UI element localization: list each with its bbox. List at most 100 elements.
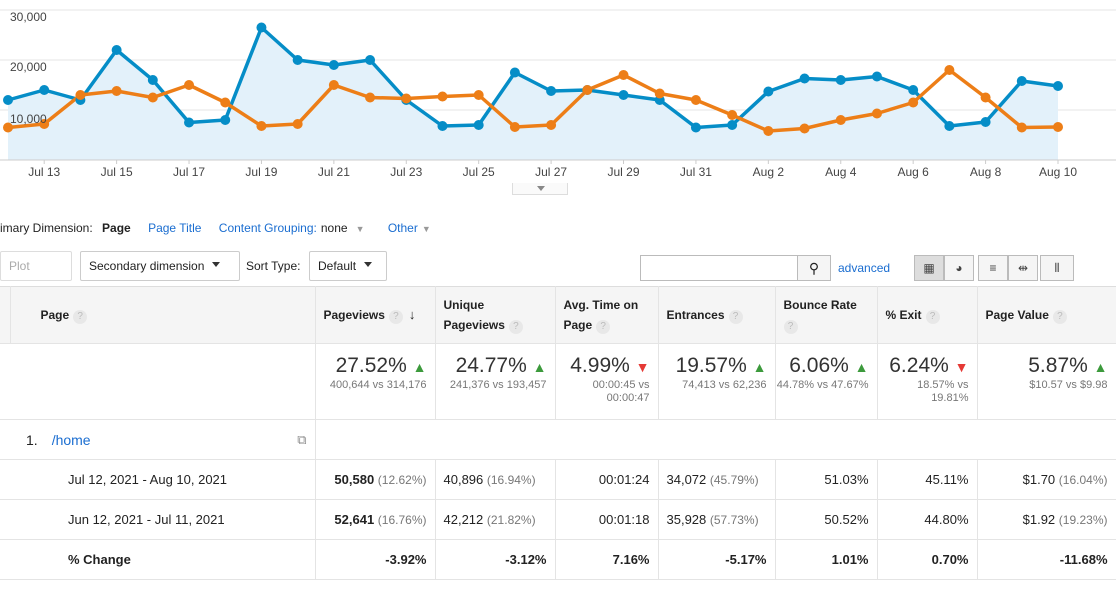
series-2-point[interactable] xyxy=(220,97,231,108)
plot-rows-button[interactable]: Plot Rows xyxy=(0,251,72,301)
series-1-point[interactable] xyxy=(763,86,774,97)
series-2-point[interactable] xyxy=(39,119,50,129)
open-external-icon[interactable]: ⧉ xyxy=(297,431,307,447)
table-toolbar: Plot Rows Secondary dimension Sort Type:… xyxy=(0,251,1116,301)
series-1-point[interactable] xyxy=(618,90,629,100)
series-2-point[interactable] xyxy=(437,91,448,102)
series-2-point[interactable] xyxy=(582,85,593,95)
content-grouping-value[interactable]: none xyxy=(320,221,348,235)
series-2-point[interactable] xyxy=(473,90,484,100)
series-2-point[interactable] xyxy=(1016,122,1027,133)
series-1-point[interactable] xyxy=(292,55,303,65)
help-icon[interactable]: ? xyxy=(1052,310,1067,324)
advanced-filter-link[interactable]: advanced xyxy=(838,261,891,275)
data-table: Page? Pageviews? ↓ Unique Pageviews? Avg.… xyxy=(0,286,1116,590)
col-unique-pageviews[interactable]: Unique Pageviews? xyxy=(435,286,556,344)
secondary-dimension-dropdown[interactable]: Secondary dimension xyxy=(80,251,240,281)
help-icon[interactable]: ? xyxy=(925,310,940,324)
series-1-point[interactable] xyxy=(365,55,376,65)
dimension-content-grouping[interactable]: Content Grouping: xyxy=(218,221,317,235)
series-1-point[interactable] xyxy=(690,122,701,133)
series-1-point[interactable] xyxy=(473,120,484,130)
series-1-point[interactable] xyxy=(799,73,810,84)
dimension-page-title[interactable]: Page Title xyxy=(148,221,202,235)
comparison-view-icon[interactable]: ⇹ xyxy=(1008,255,1038,281)
summary-change: 24.77% xyxy=(455,354,527,377)
page-link[interactable]: /home xyxy=(51,431,91,448)
help-icon[interactable]: ? xyxy=(508,320,523,334)
series-2-point[interactable] xyxy=(184,80,195,90)
series-1-point[interactable] xyxy=(509,67,520,78)
series-2-point[interactable] xyxy=(75,90,86,100)
series-1-point[interactable] xyxy=(944,121,955,131)
series-2-point[interactable] xyxy=(908,97,919,108)
help-icon[interactable]: ? xyxy=(73,310,88,324)
performance-view-icon[interactable]: ≡ xyxy=(978,255,1008,281)
series-2-point[interactable] xyxy=(1053,122,1063,132)
col-avg-time[interactable]: Avg. Time on Page? xyxy=(555,286,659,344)
series-1-point[interactable] xyxy=(256,22,267,33)
pivot-view-icon[interactable]: ⦀ xyxy=(1040,255,1074,281)
series-1-point[interactable] xyxy=(328,60,339,70)
col-exit[interactable]: % Exit? xyxy=(877,286,978,344)
help-icon[interactable]: ? xyxy=(728,310,743,324)
series-1-point[interactable] xyxy=(727,120,738,130)
col-page[interactable]: Page? xyxy=(10,286,316,344)
series-1-point[interactable] xyxy=(1053,81,1063,91)
series-1-point[interactable] xyxy=(220,115,231,125)
series-2-point[interactable] xyxy=(835,115,846,125)
series-2-point[interactable] xyxy=(3,122,13,133)
pageviews-pct: (12.62%) xyxy=(377,473,427,487)
table-search-input[interactable] xyxy=(640,255,798,281)
col-page-value[interactable]: Page Value? xyxy=(977,286,1116,344)
series-1-point[interactable] xyxy=(1016,76,1027,86)
help-icon[interactable]: ? xyxy=(596,320,611,334)
series-1-point[interactable] xyxy=(835,75,846,85)
x-tick-label: Jul 23 xyxy=(390,165,423,179)
col-pageviews[interactable]: Pageviews? ↓ xyxy=(315,286,436,344)
pie-view-icon[interactable]: ◕ xyxy=(944,255,974,281)
x-tick-label: Aug 10 xyxy=(1038,165,1078,179)
summary-compare: 74,413 vs 62,236 xyxy=(682,379,767,391)
dimension-other[interactable]: Other xyxy=(387,221,418,235)
table-view-icon[interactable]: ▦ xyxy=(914,255,944,281)
col-unique-label: Unique Pageviews xyxy=(443,298,505,332)
series-2-point[interactable] xyxy=(365,92,376,103)
series-2-point[interactable] xyxy=(980,92,991,103)
series-1-point[interactable] xyxy=(980,117,991,127)
series-1-point[interactable] xyxy=(908,85,919,95)
sort-type-dropdown[interactable]: Default xyxy=(309,251,387,281)
series-2-point[interactable] xyxy=(147,92,158,103)
series-1-point[interactable] xyxy=(184,117,195,128)
series-1-point[interactable] xyxy=(147,75,158,85)
series-2-point[interactable] xyxy=(292,119,303,129)
series-2-point[interactable] xyxy=(328,80,339,90)
series-2-point[interactable] xyxy=(256,121,267,131)
series-1-point[interactable] xyxy=(39,85,50,95)
series-2-point[interactable] xyxy=(618,70,629,80)
series-2-point[interactable] xyxy=(944,65,955,75)
series-1-point[interactable] xyxy=(111,45,122,55)
col-bounce-rate[interactable]: Bounce Rate? xyxy=(775,286,878,344)
dimension-page[interactable]: Page xyxy=(102,221,131,235)
col-entrances[interactable]: Entrances? xyxy=(658,286,776,344)
series-2-point[interactable] xyxy=(727,110,738,120)
series-2-point[interactable] xyxy=(546,120,557,130)
series-2-point[interactable] xyxy=(111,86,122,96)
series-2-point[interactable] xyxy=(799,123,810,134)
series-2-point[interactable] xyxy=(763,126,774,136)
series-1-point[interactable] xyxy=(546,86,557,96)
series-1-point[interactable] xyxy=(871,71,882,82)
series-2-point[interactable] xyxy=(871,108,882,119)
search-icon[interactable]: ⚲ xyxy=(797,255,831,281)
series-1-point[interactable] xyxy=(3,95,13,105)
series-2-point[interactable] xyxy=(401,93,412,104)
help-icon[interactable]: ? xyxy=(783,320,798,334)
change-avg-time: 7.16% xyxy=(555,539,659,580)
series-2-point[interactable] xyxy=(509,122,520,132)
series-2-point[interactable] xyxy=(654,88,665,99)
help-icon[interactable]: ? xyxy=(388,310,403,324)
chart-collapse-toggle[interactable] xyxy=(512,183,568,195)
series-1-point[interactable] xyxy=(437,121,448,131)
series-2-point[interactable] xyxy=(690,95,701,105)
